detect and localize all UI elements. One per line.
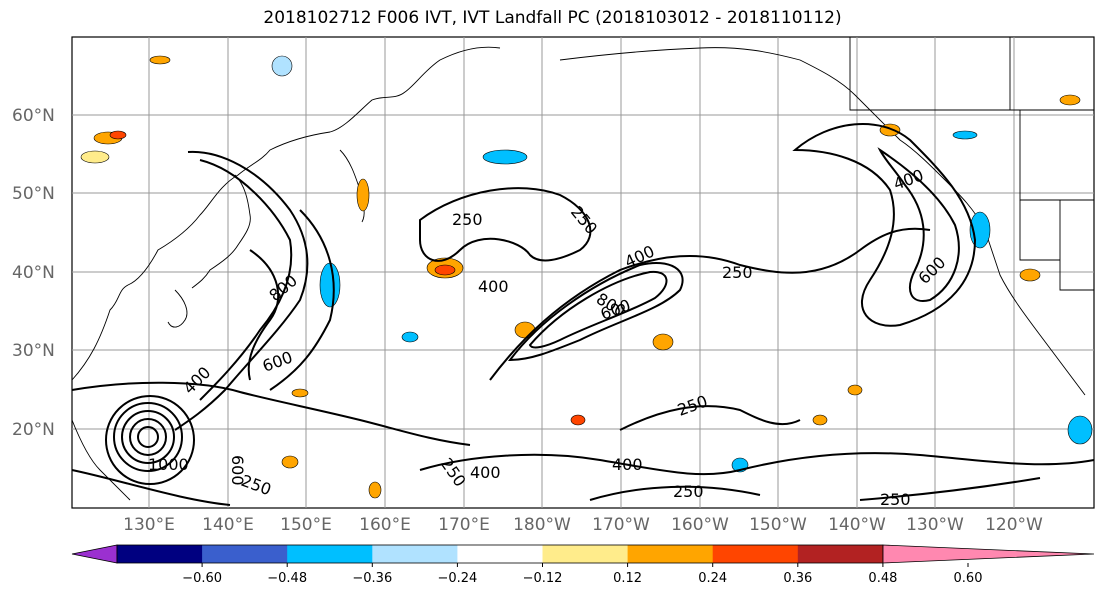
colorbar-tick-label: −0.12 <box>523 571 563 586</box>
colorbar-segment <box>457 545 543 563</box>
lon-label: 130°E <box>123 515 175 535</box>
colorbar-segment <box>202 545 288 563</box>
contour-label: 400 <box>612 455 643 474</box>
shade-patch <box>482 149 528 165</box>
lat-label: 50°N <box>12 184 55 204</box>
colorbar-segment <box>287 545 373 563</box>
shade-patch <box>319 262 341 308</box>
shade-patch <box>368 481 382 499</box>
colorbar-segment <box>627 545 714 563</box>
colorbar-segment <box>797 545 884 563</box>
lat-label: 30°N <box>12 341 55 361</box>
contour-label: 400 <box>470 463 501 482</box>
colorbar-tick-label: 0.48 <box>868 571 897 586</box>
lon-label: 170°W <box>592 515 650 535</box>
contour-label: 250 <box>452 210 483 229</box>
shade-patch <box>952 130 978 140</box>
shade-patch <box>1019 268 1041 282</box>
lon-label: 180°W <box>513 515 571 535</box>
lon-label: 140°W <box>828 515 886 535</box>
lon-label: 150°W <box>749 515 807 535</box>
colorbar: −0.60 −0.48 −0.36 −0.24 −0.12 0.12 0.24 0.36 0.4… <box>71 544 1095 586</box>
lon-label: 140°E <box>202 515 254 535</box>
colorbar-segment <box>712 545 799 563</box>
shade-patch <box>356 178 370 212</box>
map-title: 2018102712 F006 IVT, IVT Landfall PC (20… <box>263 8 842 28</box>
colorbar-extend-high <box>882 544 1095 564</box>
lon-label: 160°E <box>359 515 411 535</box>
lat-label: 20°N <box>12 420 55 440</box>
colorbar-segment <box>372 545 458 563</box>
colorbar-tick-label: −0.36 <box>352 571 392 586</box>
lat-label: 60°N <box>12 106 55 126</box>
colorbar-tick-label: −0.60 <box>182 571 222 586</box>
shade-patch <box>812 414 828 426</box>
shade-patch <box>434 264 456 276</box>
contour-label: 250 <box>880 490 911 509</box>
lon-label: 170°E <box>438 515 490 535</box>
lon-label: 150°E <box>280 515 332 535</box>
shade-patch <box>271 55 293 77</box>
shade-patch <box>570 414 586 426</box>
shade-patch <box>401 331 419 343</box>
colorbar-tick-label: −0.24 <box>437 571 477 586</box>
contour-label: 1000 <box>148 455 189 474</box>
shade-patch <box>149 55 171 65</box>
shade-patch <box>652 333 674 351</box>
contour-label: 400 <box>478 277 509 296</box>
colorbar-tick-label: 0.12 <box>613 571 642 586</box>
shade-patch <box>847 384 863 396</box>
shade-patch <box>281 455 299 469</box>
lon-label: 120°W <box>985 515 1043 535</box>
colorbar-tick-label: 0.36 <box>783 571 812 586</box>
shade-patch <box>291 388 309 398</box>
colorbar-extend-low <box>71 544 118 564</box>
contour-label: 250 <box>722 263 753 282</box>
colorbar-tick-label: 0.60 <box>954 571 983 586</box>
shade-patch <box>1067 415 1093 445</box>
longitude-labels: 130°E 140°E 150°E 160°E 170°E 180°W 170°… <box>123 515 1043 535</box>
ivt-contours <box>71 123 1095 506</box>
colorbar-tick-label: −0.48 <box>267 571 307 586</box>
lat-label: 40°N <box>12 263 55 283</box>
colorbar-tick-label: 0.24 <box>698 571 727 586</box>
shade-patch <box>109 130 127 140</box>
shade-patch <box>1059 94 1081 106</box>
colorbar-segment <box>117 545 203 563</box>
lon-label: 160°W <box>671 515 729 535</box>
shade-patch <box>80 150 110 164</box>
lon-label: 130°W <box>906 515 964 535</box>
contour-label: 250 <box>673 482 704 501</box>
colorbar-segment <box>542 545 629 563</box>
coastlines <box>71 37 1094 501</box>
colorbar-outline <box>116 544 884 564</box>
latitude-labels: 60°N 50°N 40°N 30°N 20°N <box>12 106 55 440</box>
contour-label: 600 <box>228 455 247 486</box>
